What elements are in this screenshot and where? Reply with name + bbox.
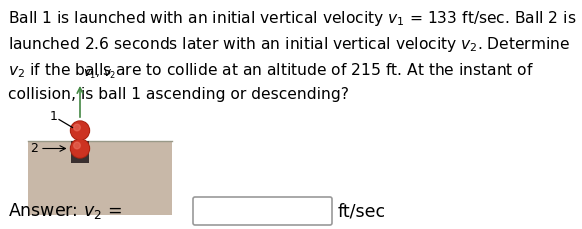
Text: collision, is ball 1 ascending or descending?: collision, is ball 1 ascending or descen… [8,87,349,102]
Circle shape [72,140,88,157]
Text: 2: 2 [30,142,38,155]
Bar [71,141,89,163]
Text: $v_1$, $v_2$: $v_1$, $v_2$ [83,68,116,81]
Text: $v_2$ if the balls are to collide at an altitude of 215 ft. At the instant of: $v_2$ if the balls are to collide at an … [8,61,534,80]
Circle shape [74,124,80,131]
Text: Ball 1 is launched with an initial vertical velocity $v_1$ = 133 ft/sec. Ball 2 : Ball 1 is launched with an initial verti… [8,9,576,28]
Circle shape [70,139,90,158]
Circle shape [74,142,80,149]
Text: Answer: $v_2$ =: Answer: $v_2$ = [8,201,122,221]
Text: 1: 1 [50,110,58,123]
Circle shape [72,122,88,139]
Circle shape [70,121,90,140]
FancyBboxPatch shape [193,197,332,225]
Text: ft/sec: ft/sec [338,202,386,220]
Text: launched 2.6 seconds later with an initial vertical velocity $v_2$. Determine: launched 2.6 seconds later with an initi… [8,35,570,54]
Bar [28,141,172,215]
